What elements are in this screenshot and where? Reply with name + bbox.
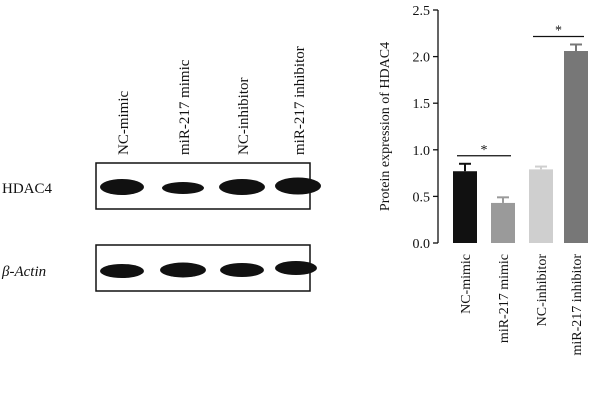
x-tick-label: NC-mimic [459,254,474,314]
x-tick-label: miR-217 inhibitor [570,254,585,356]
y-tick-label: 2.5 [413,4,431,19]
y-tick-label: 2.0 [413,51,431,66]
bar [529,169,553,243]
bar [564,51,588,244]
lane-label: miR-217 mimic [177,59,193,155]
y-tick-label: 0.0 [413,237,431,252]
bar-chart: 0.0 0.5 1.0 1.5 2.0 2.5 Protein expression of … [378,4,588,356]
y-tick-label: 1.0 [413,144,431,159]
bands [100,177,321,278]
blot [95,162,321,292]
bar [453,171,477,243]
lane-label: NC-inhibitor [236,77,252,155]
y-tick-label: 1.5 [413,97,431,112]
row-label: β-Actin [1,264,46,280]
x-tick-label: NC-inhibitor [535,254,550,327]
significance-mark: * [481,143,488,158]
significance-mark: * [555,23,562,38]
lane-label: miR-217 inhibitor [292,46,308,155]
bar [491,202,515,243]
row-label: HDAC4 [2,181,53,197]
lane-label: NC-mimic [116,90,132,155]
y-tick-label: 0.5 [413,190,431,205]
y-axis-label: Protein expression of HDAC4 [378,42,393,211]
x-tick-label: miR-217 mimic [497,254,512,343]
